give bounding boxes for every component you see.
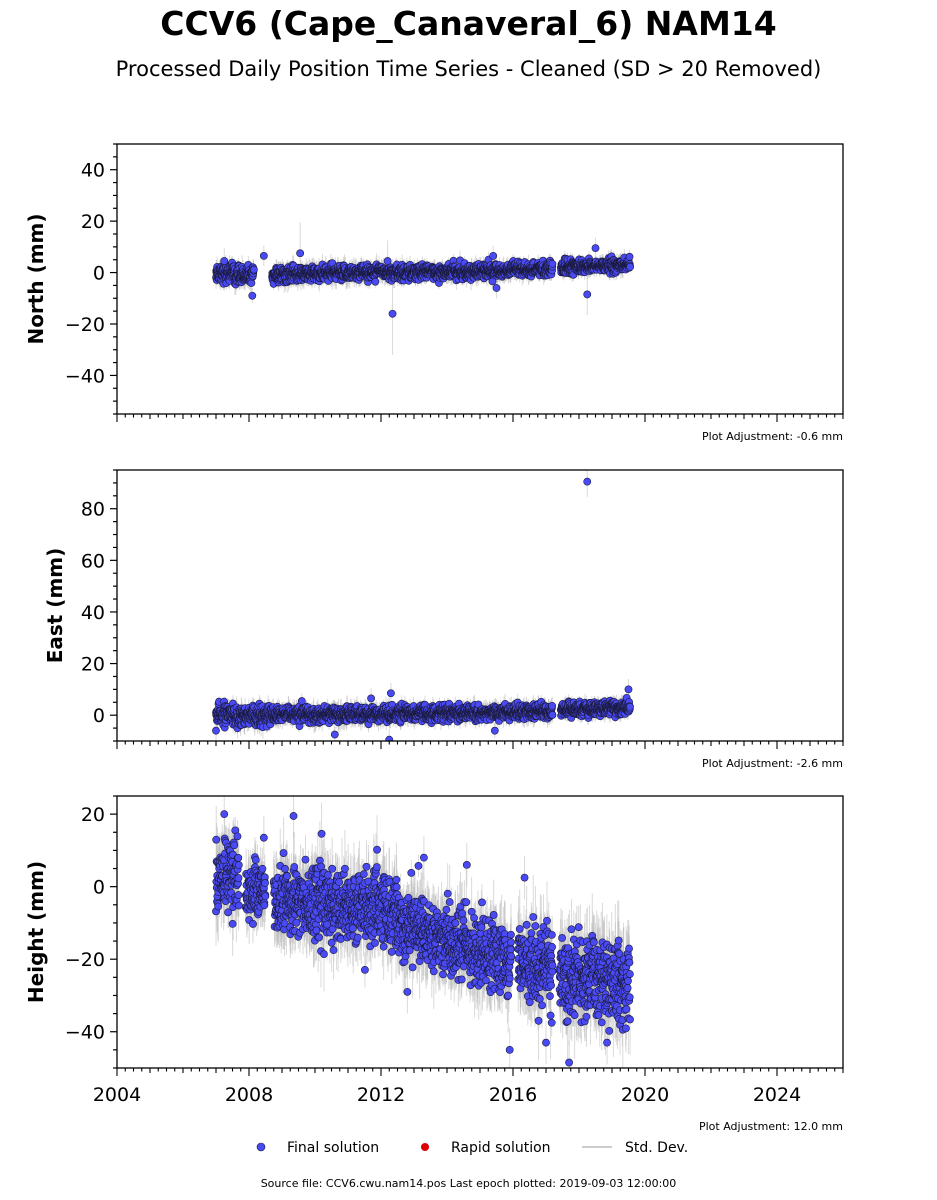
height-point: [233, 832, 242, 841]
east-point: [548, 711, 557, 719]
east-final-points: [212, 477, 634, 741]
height-point: [230, 841, 239, 850]
chart-title: CCV6 (Cape_Canaveral_6) NAM14: [160, 4, 777, 43]
north-point: [388, 309, 397, 318]
height-point: [234, 891, 243, 899]
height-point: [301, 855, 310, 864]
north-point: [296, 249, 305, 258]
north-y-tick-label: 40: [81, 160, 105, 182]
panel-east: 0 20 40 60 80 East (mm) Plot Adjustment: -2.6 …: [43, 469, 844, 770]
north-final-points: [212, 244, 634, 318]
north-plot-adjustment: Plot Adjustment: -0.6 mm: [702, 430, 843, 443]
north-point: [492, 284, 501, 292]
east-point: [330, 730, 339, 739]
north-point: [591, 244, 600, 253]
east-y-tick-label: 0: [93, 705, 105, 727]
height-point: [260, 901, 269, 910]
height-data: [212, 796, 634, 1068]
height-point: [235, 901, 243, 910]
height-point: [283, 872, 291, 881]
north-point: [249, 265, 258, 274]
panel-north: −40 −20 0 20 40 North (mm) Plot Adjustment: -0…: [24, 143, 844, 443]
east-point: [583, 477, 592, 486]
east-point: [212, 726, 220, 735]
east-point: [385, 735, 394, 741]
height-point: [281, 864, 289, 873]
east-data: [212, 470, 634, 741]
north-point: [626, 262, 634, 271]
north-point: [259, 251, 268, 260]
east-plot-adjustment: Plot Adjustment: -2.6 mm: [702, 757, 843, 770]
height-point: [249, 920, 257, 928]
height-point: [214, 902, 223, 911]
north-y-axis-label: North (mm): [24, 213, 48, 344]
height-point: [212, 835, 221, 844]
height-point: [251, 856, 260, 864]
east-point: [367, 694, 375, 703]
height-final-points: [212, 810, 634, 1067]
height-point: [317, 829, 326, 838]
north-point: [371, 277, 380, 286]
east-point: [624, 685, 633, 694]
height-point: [224, 908, 232, 917]
north-y-tick-label: −40: [65, 365, 105, 387]
height-point: [261, 879, 269, 887]
height-point: [315, 933, 323, 942]
height-point: [312, 926, 321, 935]
north-point: [625, 252, 634, 261]
height-point: [234, 853, 243, 862]
height-point: [234, 874, 243, 882]
north-point: [548, 259, 557, 268]
north-point: [220, 257, 229, 265]
north-data: [212, 222, 634, 355]
east-y-tick-label: 80: [81, 499, 105, 521]
east-y-tick-label: 60: [81, 550, 105, 572]
height-point: [292, 918, 301, 927]
east-point: [297, 697, 306, 705]
east-y-tick-label: 40: [81, 602, 105, 624]
east-point: [386, 689, 395, 698]
height-point: [324, 871, 332, 879]
height-point: [258, 864, 267, 873]
north-point: [383, 257, 392, 265]
north-y-tick-label: 20: [81, 211, 105, 233]
height-point: [279, 849, 288, 857]
height-point: [261, 892, 270, 901]
north-point: [248, 291, 257, 300]
east-y-tick-label: 20: [81, 654, 105, 676]
east-point: [626, 702, 634, 711]
chart-subtitle: Processed Daily Position Time Series - C…: [115, 57, 822, 81]
north-y-tick-label: 0: [93, 263, 105, 285]
height-point: [280, 919, 289, 928]
height-point: [234, 861, 243, 869]
height-point: [228, 919, 237, 928]
north-point: [583, 290, 592, 299]
east-y-axis-label: East (mm): [43, 548, 67, 664]
north-std-dev-bars: [215, 222, 631, 355]
height-point: [320, 950, 328, 959]
north-point: [489, 251, 498, 260]
east-point: [548, 701, 557, 710]
east-point: [490, 726, 499, 735]
north-y-tick-label: −20: [65, 314, 105, 336]
height-point: [290, 863, 299, 871]
